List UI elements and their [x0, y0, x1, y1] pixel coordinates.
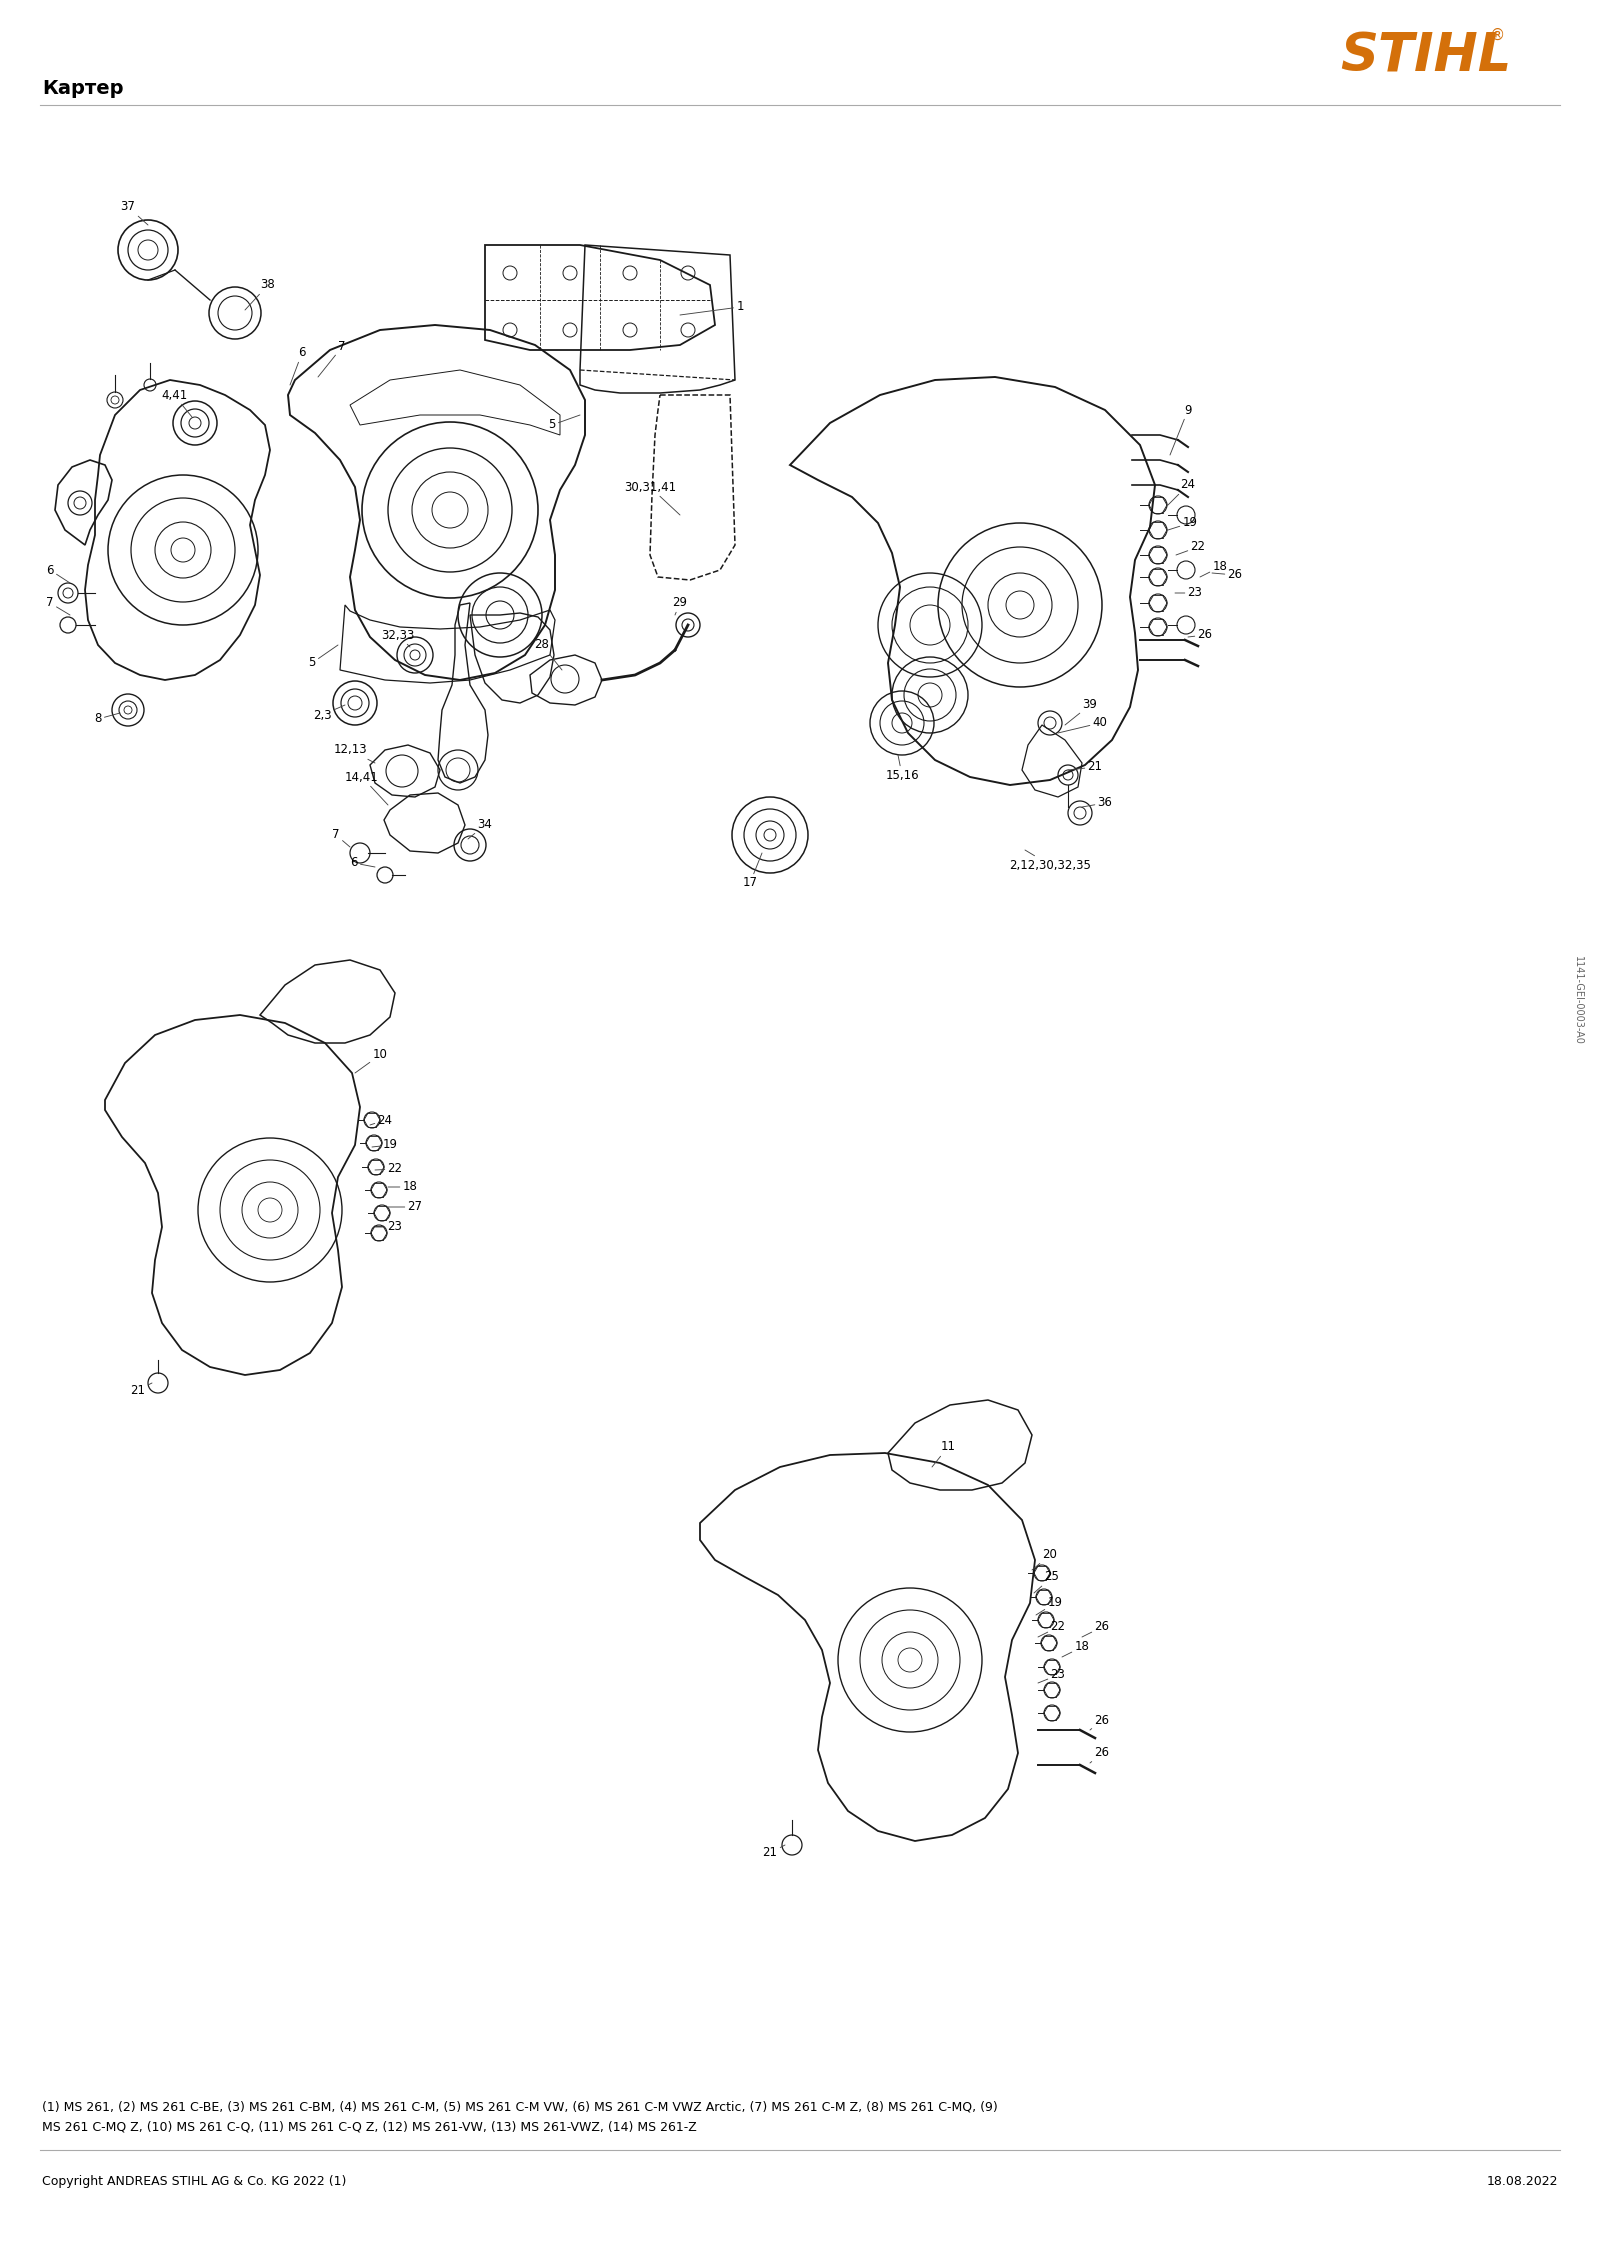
Text: 17: 17: [742, 853, 762, 889]
Text: 11: 11: [931, 1442, 955, 1466]
Text: 38: 38: [245, 278, 275, 310]
Text: 39: 39: [1066, 699, 1098, 724]
Text: 22: 22: [1038, 1620, 1066, 1636]
Text: 36: 36: [1082, 797, 1112, 810]
Text: 23: 23: [374, 1220, 403, 1233]
Text: 21: 21: [131, 1383, 152, 1396]
Text: 27: 27: [387, 1199, 422, 1213]
Text: 23: 23: [1174, 586, 1203, 600]
Text: 9: 9: [1170, 403, 1192, 455]
Text: 30,31,41: 30,31,41: [624, 480, 680, 516]
Text: 26: 26: [1082, 1620, 1109, 1636]
Text: 7: 7: [46, 597, 70, 616]
Text: 24: 24: [370, 1113, 392, 1127]
Text: 5: 5: [309, 645, 338, 670]
Text: 2,12,30,32,35: 2,12,30,32,35: [1010, 851, 1091, 871]
Text: 21: 21: [763, 1844, 786, 1860]
Text: 5: 5: [549, 414, 579, 432]
Text: STIHL: STIHL: [1341, 29, 1512, 81]
Text: 18: 18: [1200, 561, 1227, 577]
Text: 2,3: 2,3: [312, 706, 346, 722]
Text: 7: 7: [318, 339, 346, 378]
Text: Copyright ANDREAS STIHL AG & Co. KG 2022 (1): Copyright ANDREAS STIHL AG & Co. KG 2022…: [42, 2175, 346, 2188]
Text: 18: 18: [1062, 1641, 1090, 1657]
Text: 19: 19: [1037, 1595, 1062, 1616]
Text: 19: 19: [1168, 516, 1197, 530]
Text: 6: 6: [350, 855, 374, 869]
Text: 37: 37: [120, 201, 147, 224]
Text: 18: 18: [387, 1181, 418, 1193]
Text: 6: 6: [290, 346, 306, 385]
Text: ®: ®: [1490, 27, 1506, 43]
Text: 10: 10: [355, 1048, 387, 1073]
Text: 26: 26: [1090, 1713, 1109, 1729]
Text: MS 261 C-MQ Z, (10) MS 261 C-Q, (11) MS 261 C-Q Z, (12) MS 261-VW, (13) MS 261-V: MS 261 C-MQ Z, (10) MS 261 C-Q, (11) MS …: [42, 2120, 696, 2134]
Text: 1: 1: [680, 301, 744, 315]
Text: 19: 19: [371, 1138, 397, 1152]
Text: 21: 21: [1069, 760, 1102, 774]
Text: 24: 24: [1168, 477, 1195, 505]
Text: 15,16: 15,16: [885, 756, 918, 781]
Text: 12,13: 12,13: [333, 745, 374, 763]
Text: 22: 22: [374, 1163, 403, 1174]
Text: 34: 34: [467, 819, 493, 840]
Text: 8: 8: [94, 713, 120, 726]
Text: 14,41: 14,41: [346, 769, 387, 806]
Text: Картер: Картер: [42, 79, 123, 97]
Text: 7: 7: [333, 828, 350, 846]
Text: 25: 25: [1034, 1571, 1059, 1593]
Text: 23: 23: [1038, 1668, 1066, 1684]
Text: 26: 26: [1090, 1747, 1109, 1763]
Text: 6: 6: [46, 563, 70, 584]
Text: 18.08.2022: 18.08.2022: [1486, 2175, 1558, 2188]
Text: 20: 20: [1032, 1548, 1058, 1571]
Text: 4,41: 4,41: [162, 389, 192, 416]
Text: 29: 29: [672, 597, 688, 616]
Text: 28: 28: [534, 638, 562, 670]
Text: 32,33: 32,33: [381, 629, 414, 647]
Text: 26: 26: [1187, 629, 1213, 640]
Text: (1) MS 261, (2) MS 261 C-BE, (3) MS 261 C-BM, (4) MS 261 C-M, (5) MS 261 C-M VW,: (1) MS 261, (2) MS 261 C-BE, (3) MS 261 …: [42, 2100, 998, 2114]
Text: 1141-GEI-0003-A0: 1141-GEI-0003-A0: [1573, 955, 1582, 1046]
Text: 22: 22: [1176, 541, 1205, 554]
Text: 26: 26: [1213, 568, 1243, 582]
Text: 40: 40: [1058, 717, 1107, 733]
